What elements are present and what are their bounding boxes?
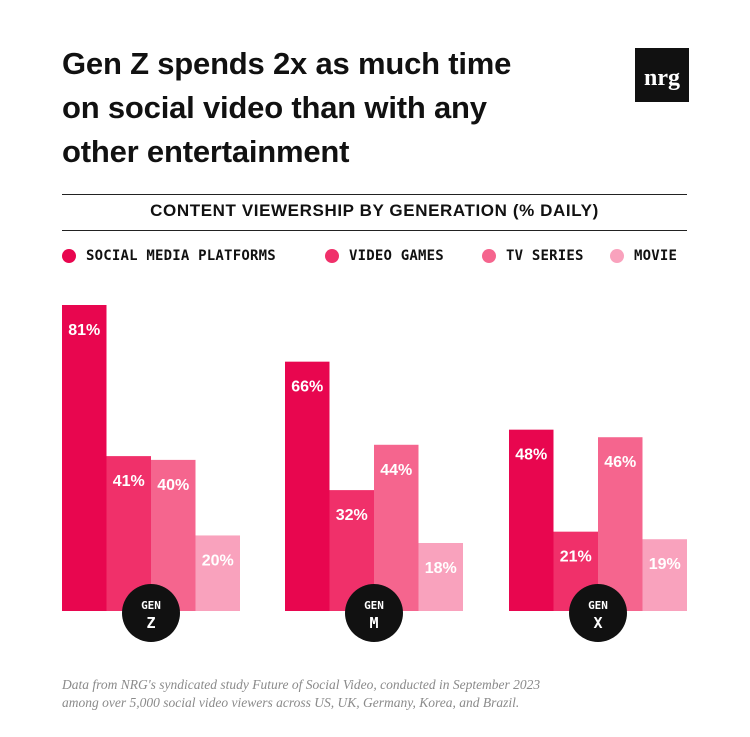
data-label: 40% (157, 477, 189, 494)
data-label: 66% (291, 379, 323, 396)
category-badge (345, 584, 403, 642)
legend-label: MOVIE (634, 248, 678, 264)
legend-item-tv-series: TV SERIES (482, 248, 584, 264)
legend-swatch (62, 249, 76, 263)
data-label: 44% (380, 462, 412, 479)
legend-swatch (482, 249, 496, 263)
divider-bottom (62, 230, 687, 231)
bar (598, 437, 643, 611)
divider-top (62, 194, 687, 195)
category-badge (122, 584, 180, 642)
bar-chart: 81% 41% 40% 20% GEN Z 66% 32% 44% 18% GEN M 48% 21% 46… (62, 305, 687, 642)
category-label-line1: GEN (141, 599, 161, 612)
data-label: 81% (68, 322, 100, 339)
data-label: 32% (336, 507, 368, 524)
data-label: 46% (604, 454, 636, 471)
legend-label: TV SERIES (506, 248, 584, 264)
data-label: 21% (560, 549, 592, 566)
footnote-line: Data from NRG's syndicated study Future … (62, 677, 541, 692)
data-label: 18% (425, 560, 457, 577)
data-label: 19% (649, 556, 681, 573)
legend-swatch (610, 249, 624, 263)
bar (285, 361, 330, 611)
data-label: 20% (202, 552, 234, 569)
legend-swatch (325, 249, 339, 263)
legend-label: SOCIAL MEDIA PLATFORMS (86, 248, 276, 264)
data-label: 48% (515, 447, 547, 464)
page-title: Gen Z spends 2x as much time on social v… (62, 42, 602, 174)
category-label-line1: GEN (588, 599, 608, 612)
chart-title: CONTENT VIEWERSHIP BY GENERATION (% DAIL… (150, 201, 599, 220)
chart-legend: SOCIAL MEDIA PLATFORMS VIDEO GAMES TV SE… (62, 248, 692, 272)
bar (195, 535, 240, 611)
legend-item-video-games: VIDEO GAMES (325, 248, 444, 264)
category-label-line1: GEN (364, 599, 384, 612)
logo-text: nrg (644, 65, 680, 91)
data-label: 41% (113, 473, 145, 490)
category-label-line2: X (593, 614, 602, 632)
category-label-line2: M (369, 614, 378, 632)
category-label-line2: Z (146, 614, 155, 632)
nrg-logo: nrg (635, 48, 689, 102)
bar (509, 429, 554, 611)
bar (374, 444, 419, 611)
title-line: on social video than with any (62, 90, 487, 125)
title-line: Gen Z spends 2x as much time (62, 46, 512, 81)
bar (62, 305, 107, 611)
legend-item-movie: MOVIE (610, 248, 677, 264)
bar (418, 543, 463, 611)
category-badge (569, 584, 627, 642)
legend-item-social-media: SOCIAL MEDIA PLATFORMS (62, 248, 276, 264)
footnote-line: among over 5,000 social video viewers ac… (62, 695, 520, 710)
legend-label: VIDEO GAMES (349, 248, 444, 264)
title-line: other entertainment (62, 134, 350, 169)
footnote: Data from NRG's syndicated study Future … (62, 676, 702, 712)
bar (642, 539, 687, 611)
